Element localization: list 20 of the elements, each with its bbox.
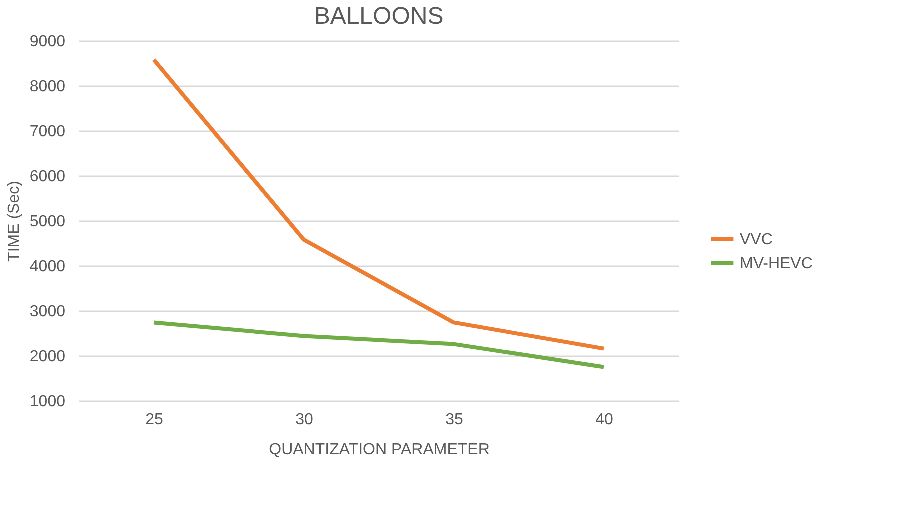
y-tick-label: 8000 <box>30 78 66 96</box>
y-tick-label: 3000 <box>30 304 66 320</box>
legend-label: VVC <box>740 232 773 248</box>
y-axis-title: TIME (Sec) <box>6 181 23 262</box>
y-tick-label: 4000 <box>30 258 66 276</box>
x-tick-label: 35 <box>446 412 464 428</box>
x-tick-label: 30 <box>296 412 314 428</box>
line-series <box>152 320 606 370</box>
x-axis-title: QUANTIZATION PARAMETER <box>269 442 490 458</box>
legend-label: MV-HEVC <box>740 256 813 272</box>
y-tick-label: 2000 <box>30 348 66 366</box>
y-tick-label: 9000 <box>30 34 66 50</box>
y-tick-label: 6000 <box>30 168 66 186</box>
line-series <box>152 58 606 351</box>
y-tick-label: 5000 <box>30 214 66 230</box>
x-tick-label: 40 <box>596 412 614 428</box>
x-tick-label: 25 <box>146 412 164 428</box>
chart-title: BALLOONS <box>314 3 444 30</box>
y-tick-label: 7000 <box>30 124 66 140</box>
y-tick-label: 1000 <box>30 394 66 410</box>
